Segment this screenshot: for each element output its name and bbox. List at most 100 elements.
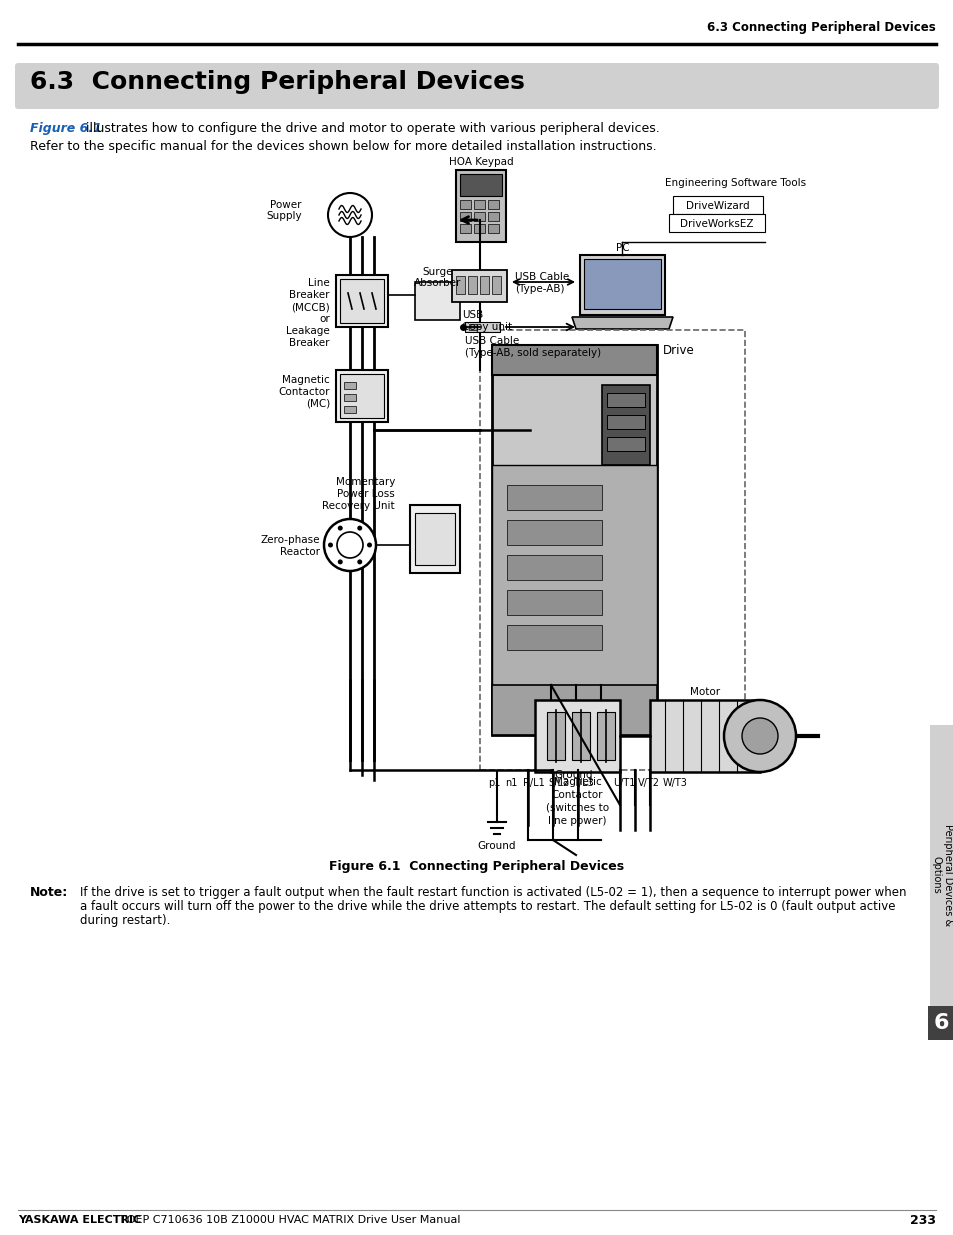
- Text: HOA Keypad: HOA Keypad: [448, 157, 513, 167]
- FancyBboxPatch shape: [15, 63, 938, 109]
- Text: TOEP C710636 10B Z1000U HVAC MATRIX Drive User Manual: TOEP C710636 10B Z1000U HVAC MATRIX Driv…: [112, 1215, 460, 1225]
- Bar: [572, 713, 589, 760]
- Circle shape: [328, 542, 333, 547]
- Bar: [492, 345, 657, 735]
- Text: Reactor: Reactor: [280, 547, 319, 557]
- Bar: [479, 275, 489, 294]
- Text: (Type-AB): (Type-AB): [515, 284, 564, 294]
- Bar: [468, 275, 476, 294]
- Bar: [474, 224, 484, 233]
- Bar: [672, 196, 762, 214]
- Bar: [606, 437, 644, 451]
- Text: V/T2: V/T2: [638, 778, 659, 788]
- Text: Breaker: Breaker: [289, 338, 330, 348]
- Text: Contactor: Contactor: [278, 387, 330, 396]
- Bar: [492, 275, 500, 294]
- Bar: [546, 713, 564, 760]
- Text: Motor: Motor: [689, 687, 720, 697]
- Bar: [492, 345, 657, 375]
- Text: S/L2: S/L2: [547, 778, 569, 788]
- Text: n1: n1: [504, 778, 517, 788]
- Text: T/L3: T/L3: [573, 778, 593, 788]
- Bar: [579, 254, 664, 315]
- Circle shape: [336, 532, 363, 558]
- Text: illustrates how to configure the drive and motor to operate with various periphe: illustrates how to configure the drive a…: [82, 122, 659, 135]
- Text: (Type-AB, sold separately): (Type-AB, sold separately): [464, 348, 600, 358]
- Bar: [488, 212, 498, 221]
- Bar: [535, 700, 619, 772]
- Circle shape: [324, 519, 375, 571]
- Text: Line: Line: [308, 278, 330, 288]
- Bar: [474, 212, 484, 221]
- Text: Leakage: Leakage: [286, 326, 330, 336]
- Text: Recovery Unit: Recovery Unit: [322, 501, 395, 511]
- Bar: [469, 324, 476, 330]
- Bar: [601, 385, 649, 466]
- Bar: [492, 685, 657, 735]
- Text: Zero-phase: Zero-phase: [260, 535, 319, 545]
- Circle shape: [328, 193, 372, 237]
- Polygon shape: [572, 317, 672, 329]
- Bar: [339, 374, 384, 417]
- Text: Refer to the specific manual for the devices shown below for more detailed insta: Refer to the specific manual for the dev…: [30, 140, 656, 153]
- Text: Magnetic: Magnetic: [553, 777, 600, 787]
- Text: (MC): (MC): [305, 399, 330, 409]
- Bar: [474, 200, 484, 209]
- Circle shape: [356, 559, 362, 564]
- Text: a fault occurs will turn off the power to the drive while the drive attempts to : a fault occurs will turn off the power t…: [80, 900, 895, 913]
- Text: USB Cable: USB Cable: [464, 336, 518, 346]
- Bar: [506, 590, 601, 615]
- Bar: [344, 394, 355, 401]
- Bar: [597, 713, 615, 760]
- Bar: [506, 485, 601, 510]
- Bar: [488, 200, 498, 209]
- Bar: [668, 214, 764, 232]
- Text: Ground: Ground: [554, 769, 593, 781]
- Bar: [506, 555, 601, 580]
- Bar: [459, 212, 471, 221]
- Text: during restart).: during restart).: [80, 914, 171, 927]
- Text: Supply: Supply: [266, 211, 302, 221]
- Text: Power: Power: [271, 200, 302, 210]
- Text: DriveWorksEZ: DriveWorksEZ: [679, 219, 753, 228]
- Text: Engineering Software Tools: Engineering Software Tools: [664, 178, 805, 188]
- Bar: [452, 270, 506, 303]
- Circle shape: [723, 700, 795, 772]
- Bar: [339, 279, 384, 324]
- Text: YASKAWA ELECTRIC: YASKAWA ELECTRIC: [18, 1215, 141, 1225]
- Bar: [335, 370, 388, 422]
- Text: Momentary: Momentary: [335, 477, 395, 487]
- Circle shape: [367, 542, 372, 547]
- Text: Drive: Drive: [662, 345, 695, 357]
- Circle shape: [337, 526, 342, 531]
- Text: PC: PC: [615, 243, 629, 253]
- Text: Breaker: Breaker: [289, 290, 330, 300]
- Bar: [415, 282, 459, 320]
- Text: Contactor: Contactor: [551, 790, 602, 800]
- Circle shape: [356, 526, 362, 531]
- Text: DriveWizard: DriveWizard: [685, 201, 749, 211]
- Text: 6.3 Connecting Peripheral Devices: 6.3 Connecting Peripheral Devices: [706, 21, 935, 35]
- Text: Figure 6.1: Figure 6.1: [30, 122, 102, 135]
- Bar: [929, 725, 953, 1020]
- Text: 6.3  Connecting Peripheral Devices: 6.3 Connecting Peripheral Devices: [30, 70, 524, 94]
- Text: Peripheral Devices &
Options: Peripheral Devices & Options: [930, 824, 952, 926]
- Text: Note:: Note:: [30, 885, 69, 899]
- Bar: [506, 625, 601, 650]
- Bar: [456, 170, 505, 242]
- Circle shape: [337, 559, 342, 564]
- Bar: [649, 700, 760, 772]
- Bar: [583, 259, 660, 309]
- Text: 233: 233: [909, 1214, 935, 1226]
- Bar: [479, 330, 744, 769]
- Text: Magnetic: Magnetic: [282, 375, 330, 385]
- Bar: [456, 275, 464, 294]
- Text: Power Loss: Power Loss: [337, 489, 395, 499]
- Text: line power): line power): [548, 816, 606, 826]
- Text: R/L1: R/L1: [522, 778, 544, 788]
- Text: Absorber: Absorber: [414, 278, 460, 288]
- Text: p1: p1: [488, 778, 500, 788]
- Text: Surge: Surge: [422, 267, 453, 277]
- Text: or: or: [319, 314, 330, 324]
- Bar: [606, 415, 644, 429]
